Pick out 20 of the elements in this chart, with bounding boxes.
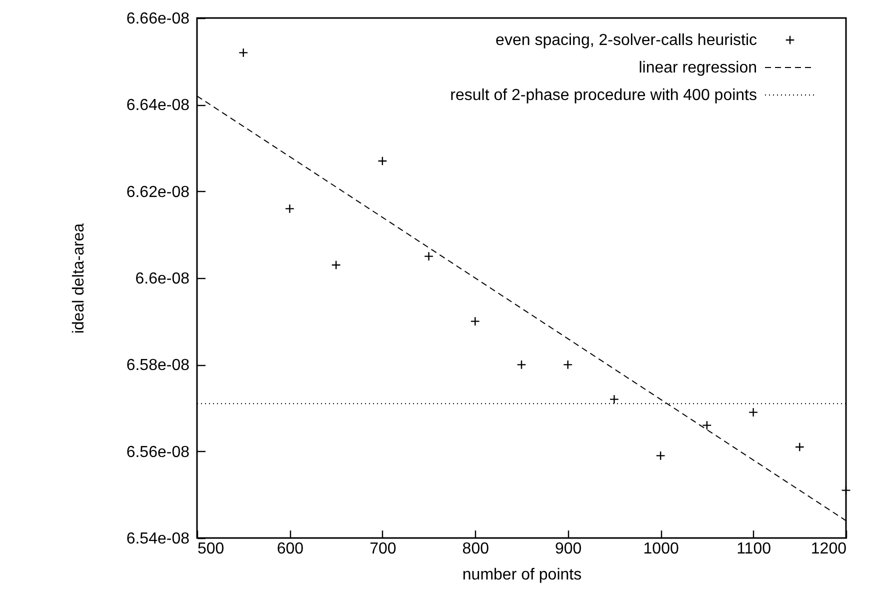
- x-tick-label: 800: [462, 540, 490, 558]
- x-tick-label: 500: [198, 540, 224, 558]
- x-tick-label: 1100: [736, 540, 772, 558]
- x-tick-label: 1000: [643, 540, 679, 558]
- legend-label: result of 2-phase procedure with 400 points: [450, 87, 757, 104]
- legend-label: even spacing, 2-solver-calls heuristic: [496, 32, 757, 49]
- y-tick-label: 6.6e-08: [135, 270, 190, 288]
- legend-label: linear regression: [638, 60, 757, 76]
- y-tick-label: 6.54e-08: [126, 530, 190, 548]
- x-tick-label: 1200: [810, 540, 847, 558]
- x-tick-label: 700: [370, 540, 396, 558]
- y-tick-label: 6.64e-08: [126, 97, 190, 114]
- x-axis-title: number of points: [462, 566, 582, 584]
- y-tick-label: 6.56e-08: [126, 444, 190, 461]
- x-tick-label: 600: [276, 540, 304, 558]
- x-tick-label: 900: [555, 540, 582, 558]
- y-tick-label: 6.66e-08: [126, 10, 190, 28]
- y-axis-title: ideal delta-area: [70, 223, 88, 334]
- y-tick-label: 6.62e-08: [126, 184, 190, 201]
- y-tick-label: 6.58e-08: [126, 357, 190, 374]
